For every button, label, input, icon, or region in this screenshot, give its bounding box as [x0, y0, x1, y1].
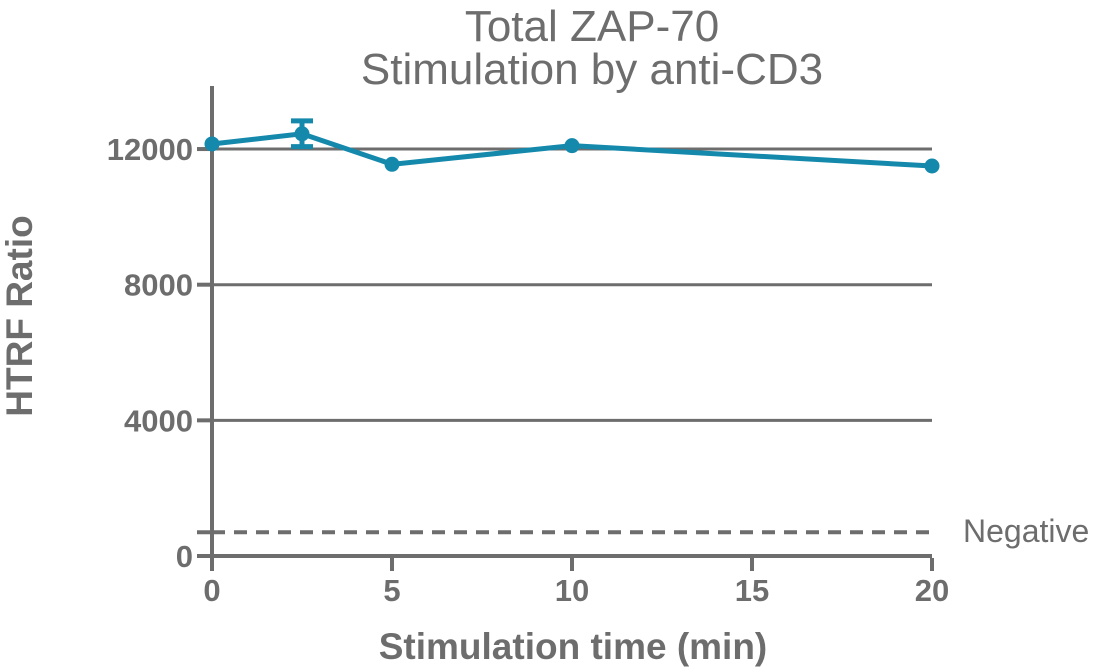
x-tick-label-20: 20: [915, 573, 949, 608]
negative-line-label: Negative: [963, 513, 1089, 549]
data-series: [204, 118, 940, 174]
y-tick-label-4000: 4000: [124, 403, 193, 438]
gridlines: [212, 147, 932, 422]
x-tick-label-15: 15: [735, 573, 769, 608]
data-point-0min: [204, 136, 220, 152]
x-axis-label: Stimulation time (min): [379, 626, 768, 667]
x-tick-label-0: 0: [203, 573, 220, 608]
chart-title: Total ZAP-70 Stimulation by anti-CD3: [361, 2, 823, 94]
data-point-2.5min: [294, 126, 310, 142]
data-point-20min: [924, 158, 940, 174]
y-tick-label-12000: 12000: [107, 132, 193, 167]
x-tick-label-5: 5: [383, 573, 400, 608]
y-tick-label-0: 0: [176, 539, 193, 574]
chart-title-line2: Stimulation by anti-CD3: [361, 45, 823, 94]
data-point-10min: [564, 138, 580, 154]
axis-tick-labels: 0 5 10 15 20 0 4000 8000 12000: [107, 132, 949, 608]
x-tick-label-10: 10: [555, 573, 589, 608]
chart-title-line1: Total ZAP-70: [465, 2, 719, 51]
y-tick-label-8000: 8000: [124, 268, 193, 303]
data-point-5min: [384, 156, 400, 172]
y-axis-label: HTRF Ratio: [0, 215, 40, 416]
axis-ticks: [197, 147, 934, 571]
axes: [210, 86, 932, 558]
